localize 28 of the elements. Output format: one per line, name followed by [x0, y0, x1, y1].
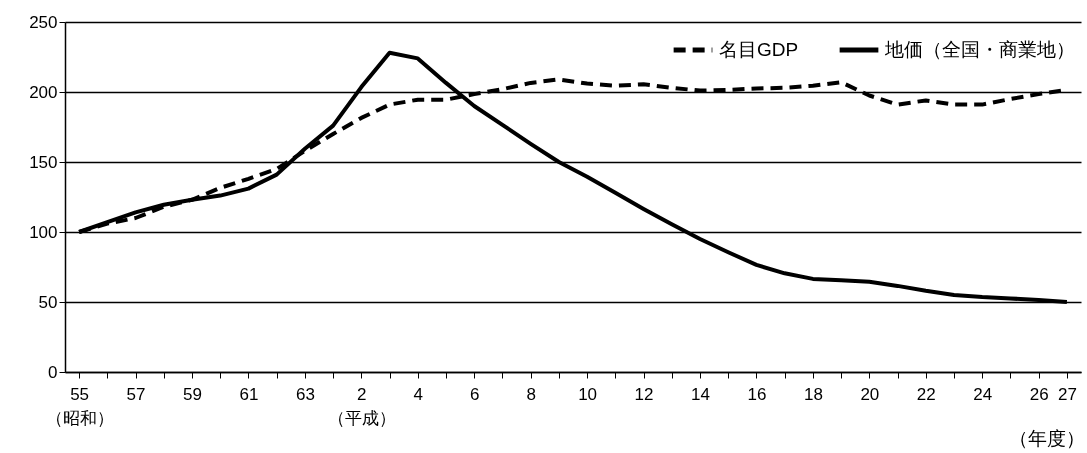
y-tick-label: 100 [29, 222, 58, 242]
y-tick-label: 0 [48, 362, 58, 382]
x-tick-label: 26 [1029, 384, 1049, 404]
x-tick-label: 14 [691, 384, 710, 404]
x-tick-label: 18 [803, 384, 823, 404]
legend-label: 地価（全国・商業地） [884, 39, 1075, 60]
x-tick-label: 61 [239, 384, 259, 404]
x-tick-label: 4 [413, 384, 424, 404]
x-tick-label: 10 [578, 384, 598, 404]
text: （年度） [1009, 428, 1085, 449]
x-tick-label: 63 [295, 384, 315, 404]
x-tick-label: 24 [973, 384, 993, 404]
x-tick-label: 20 [860, 384, 880, 404]
y-tick-label: 250 [29, 12, 58, 32]
x-tick-label: 27 [1057, 384, 1077, 404]
y-tick-label: 150 [29, 152, 58, 172]
x-tick-label: 8 [526, 384, 536, 404]
x-tick-label: 59 [183, 384, 202, 404]
x-tick-label: 22 [916, 384, 936, 404]
legend-label: 名目GDP [719, 39, 799, 60]
x-tick-label: 12 [634, 384, 654, 404]
x-tick-label: 6 [469, 384, 480, 404]
y-tick-label: 200 [29, 82, 58, 102]
x-tick-label: 2 （平成） [327, 384, 396, 428]
y-tick-label: 50 [38, 292, 58, 312]
x-tick-label: 55 （昭和） [45, 384, 114, 428]
x-tick-label: 16 [747, 384, 767, 404]
x-tick-label: 57 [126, 384, 146, 404]
